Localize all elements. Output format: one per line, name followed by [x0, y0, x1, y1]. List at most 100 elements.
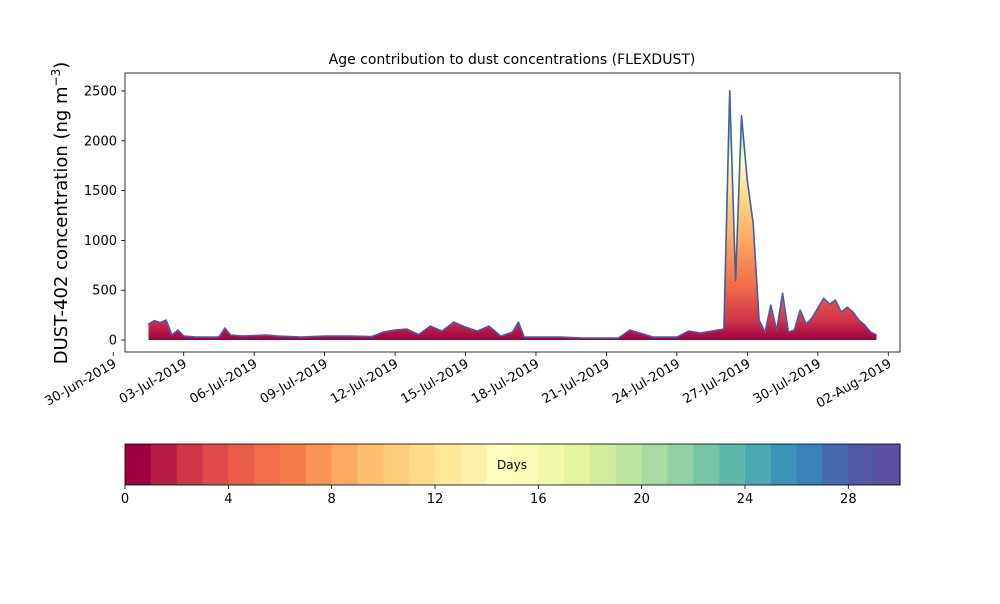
colorbar-label: Days — [497, 458, 527, 472]
colorbar-segment — [564, 444, 591, 485]
x-tick-label: 18-Jul-2019 — [469, 356, 542, 407]
y-axis: 0 500 1000 1500 2000 2500 — [84, 84, 125, 349]
data-point — [429, 325, 431, 327]
colorbar-segment — [176, 444, 204, 485]
colorbar-segment — [280, 444, 307, 485]
data-point — [676, 336, 678, 338]
colorbar-segment — [331, 444, 359, 485]
colorbar-segment — [357, 444, 384, 485]
data-point — [858, 319, 860, 321]
data-point — [324, 335, 326, 337]
x-tick-label: 03-Jul-2019 — [117, 356, 190, 407]
colorbar-segment — [641, 444, 669, 485]
data-point — [418, 334, 420, 336]
colorbar-segment — [745, 444, 772, 485]
colorbar-segment — [460, 444, 488, 485]
data-point — [776, 329, 778, 331]
data-point — [177, 329, 179, 331]
data-point — [453, 321, 455, 323]
data-point — [605, 337, 608, 339]
data-point — [846, 306, 848, 308]
plot-area — [124, 72, 901, 353]
colorbar-tick-label: 24 — [737, 492, 754, 507]
data-point — [852, 311, 854, 313]
data-point — [241, 335, 243, 337]
data-point — [159, 322, 161, 324]
data-point — [153, 320, 155, 322]
colorbar-segment — [590, 444, 617, 485]
y-tick-label: 2500 — [84, 84, 117, 99]
data-point — [500, 335, 502, 337]
x-tick-label: 09-Jul-2019 — [258, 356, 331, 407]
age-stacked-area — [148, 90, 877, 341]
y-axis-label: DUST-402 concentration (ng m−3) — [49, 62, 72, 365]
data-point — [511, 331, 514, 333]
data-point — [441, 330, 443, 332]
data-point — [787, 331, 790, 333]
x-tick-label: 30-Jul-2019 — [751, 356, 824, 407]
colorbar-tick-label: 20 — [633, 492, 650, 507]
data-point — [746, 180, 748, 182]
data-point — [523, 336, 525, 338]
data-point — [165, 319, 167, 321]
x-axis: 30-Jun-201903-Jul-201906-Jul-201909-Jul-… — [42, 352, 894, 412]
data-point — [793, 329, 795, 331]
data-point — [811, 317, 813, 319]
data-point — [617, 337, 619, 339]
data-point — [406, 328, 408, 330]
y-axis-label-exponent: −3 — [49, 69, 63, 87]
colorbar-segment — [202, 444, 229, 485]
data-point — [699, 332, 702, 334]
colorbar-tick-label: 0 — [121, 492, 129, 507]
colorbar: 0 4 8 12 16 20 24 28 — [121, 443, 901, 507]
x-tick-label: 27-Jul-2019 — [680, 356, 753, 407]
x-tick-label: 12-Jul-2019 — [328, 356, 401, 407]
data-point — [629, 329, 631, 331]
data-point — [828, 303, 831, 305]
data-point — [183, 335, 185, 337]
colorbar-segment — [512, 444, 539, 485]
data-point — [840, 311, 842, 313]
data-point — [224, 327, 226, 329]
data-point — [371, 336, 373, 338]
colorbar-segment — [486, 444, 514, 485]
colorbar-segment — [435, 444, 462, 485]
colorbar-segment — [228, 444, 255, 485]
x-tick-label: 24-Jul-2019 — [610, 356, 683, 407]
data-point — [723, 328, 725, 330]
data-point — [147, 323, 150, 325]
y-tick-label: 2000 — [84, 134, 117, 149]
y-tick-label: 500 — [92, 284, 117, 299]
data-point — [799, 309, 801, 311]
data-point — [300, 336, 302, 338]
data-point — [758, 319, 760, 321]
colorbar-segment — [150, 444, 178, 485]
data-point — [394, 329, 396, 331]
y-axis-label-close: ) — [51, 62, 72, 69]
data-point — [347, 335, 349, 337]
colorbar-segment — [719, 444, 746, 485]
colorbar-segment — [383, 444, 410, 485]
total-concentration-line — [148, 90, 877, 339]
colorbar-segment — [770, 444, 798, 485]
data-point — [782, 292, 784, 294]
data-point — [218, 336, 220, 338]
data-point — [764, 331, 766, 333]
data-point — [875, 334, 878, 336]
data-point — [740, 115, 743, 117]
y-tick-label: 1000 — [84, 234, 117, 249]
data-point — [735, 279, 737, 281]
data-point — [488, 325, 490, 327]
y-tick-label: 1500 — [84, 184, 117, 199]
data-point — [558, 336, 561, 338]
colorbar-tick-label: 12 — [427, 492, 444, 507]
colorbar-tick-label: 16 — [530, 492, 547, 507]
data-point — [464, 326, 467, 328]
data-point — [870, 331, 872, 333]
chart-title: Age contribution to dust concentrations … — [329, 52, 696, 68]
data-point — [817, 307, 819, 309]
colorbar-tick-label: 8 — [328, 492, 336, 507]
data-point — [688, 330, 690, 332]
